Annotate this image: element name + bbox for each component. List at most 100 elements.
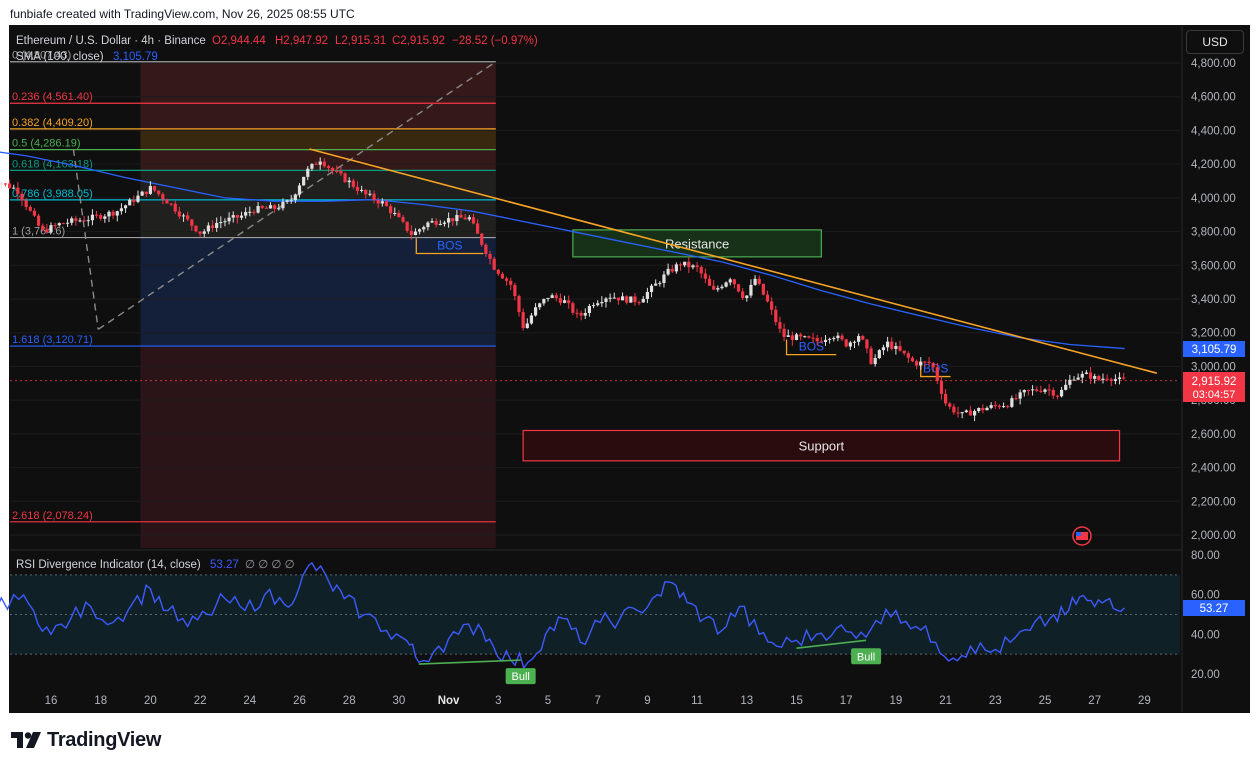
- candle-down: [343, 173, 347, 183]
- candle-down: [861, 336, 865, 340]
- candle-down: [1088, 372, 1093, 379]
- candle-down: [782, 328, 786, 337]
- candle-up: [430, 221, 434, 223]
- candle-up: [413, 231, 418, 236]
- candle-down: [997, 405, 1002, 408]
- candle-up: [960, 412, 964, 414]
- candle-down: [981, 407, 985, 411]
- candle-down: [41, 225, 45, 230]
- candle-up: [724, 282, 728, 287]
- time-tick-label: 11: [691, 695, 703, 707]
- candle-down: [401, 217, 405, 222]
- candle-up: [302, 176, 306, 186]
- time-tick-label: 20: [144, 695, 157, 707]
- candle-up: [65, 222, 70, 224]
- candle-down: [144, 191, 148, 194]
- candle-down: [513, 284, 517, 297]
- candle-up: [691, 265, 695, 268]
- candle-down: [111, 211, 115, 216]
- candle-up: [562, 300, 567, 303]
- candle-up: [583, 313, 587, 316]
- candle-up: [1101, 378, 1105, 380]
- fib-level-label: 1 (3,764.6): [12, 226, 65, 238]
- candle-down: [1051, 390, 1055, 396]
- candle-up: [857, 336, 861, 342]
- candle-down: [807, 336, 811, 338]
- last-price-badge: [1183, 372, 1245, 402]
- candle-down: [1006, 406, 1010, 408]
- candle-down: [1105, 378, 1109, 380]
- time-tick-label: Nov: [438, 695, 460, 707]
- price-tick-label: 4,400.00: [1191, 125, 1236, 137]
- candle-down: [567, 300, 571, 304]
- candle-down: [819, 341, 823, 343]
- candle-down: [840, 335, 844, 340]
- legend-sma-label: SMA (100, close): [16, 51, 104, 63]
- candle-up: [422, 227, 426, 230]
- candle-down: [3, 183, 8, 185]
- candle-up: [877, 350, 881, 359]
- candle-down: [765, 294, 770, 302]
- tradingview-logo[interactable]: TradingView: [11, 729, 161, 751]
- candles: [0, 157, 1126, 422]
- candle-up: [749, 284, 753, 296]
- candle-up: [148, 186, 152, 194]
- attribution-text: funbiafe created with TradingView.com, N…: [10, 7, 355, 21]
- candle-down: [165, 199, 169, 204]
- candle-up: [1080, 373, 1084, 378]
- fib-level-label: 0.236 (4,561.40): [12, 91, 93, 103]
- candle-down: [177, 211, 181, 217]
- candle-up: [1072, 379, 1076, 381]
- fib-level-label: 0.382 (4,409.20): [12, 117, 93, 129]
- candle-up: [90, 214, 95, 221]
- candle-down: [931, 363, 935, 368]
- candle-down: [944, 393, 948, 404]
- bos-line: [415, 238, 484, 255]
- candle-up: [202, 231, 206, 234]
- fib-anchor-line: [72, 148, 99, 330]
- candle-down: [384, 201, 389, 207]
- candle-down: [397, 213, 401, 218]
- candle-down: [633, 296, 637, 303]
- currency-button[interactable]: USD: [1186, 30, 1244, 54]
- price-tick-label: 3,400.00: [1191, 294, 1236, 306]
- candle-down: [459, 215, 463, 218]
- candle-down: [902, 350, 906, 354]
- legend-close: C2,915.92: [392, 35, 445, 47]
- candle-up: [641, 298, 645, 303]
- rsi-tick-label: 20.00: [1191, 669, 1220, 681]
- candle-up: [1113, 379, 1118, 381]
- countdown-badge-text: 03:04:57: [1193, 389, 1236, 401]
- candle-down: [1097, 376, 1101, 380]
- candle-up: [620, 296, 625, 301]
- candle-down: [32, 210, 37, 216]
- candle-up: [1022, 390, 1026, 393]
- candle-up: [1001, 406, 1006, 408]
- legend-sma-value: 3,105.79: [113, 51, 158, 63]
- flag-icon[interactable]: [1072, 526, 1092, 546]
- candle-down: [169, 203, 173, 205]
- descending-trendline: [309, 148, 1158, 374]
- rsi-pane: Bull Bull: [0, 561, 1180, 685]
- candle-down: [927, 361, 931, 364]
- candle-up: [1084, 372, 1089, 374]
- candle-down: [869, 348, 873, 365]
- candle-down: [865, 339, 869, 349]
- tradingview-logo-icon: [11, 732, 41, 748]
- fib-level-label: 0 (4,807.43): [12, 50, 71, 62]
- candle-down: [811, 337, 815, 339]
- candle-up: [12, 187, 16, 189]
- candle-up: [244, 212, 248, 216]
- candle-up: [310, 163, 314, 169]
- candle-down: [687, 261, 691, 268]
- candle-down: [1047, 389, 1051, 391]
- time-tick-label: 7: [594, 695, 600, 707]
- fib-level-label: 0.5 (4,286.19): [12, 138, 81, 150]
- candle-down: [923, 361, 927, 363]
- last-price-badge-text: 2,915.92: [1192, 376, 1237, 388]
- candle-up: [720, 286, 724, 289]
- candle-up: [0, 183, 3, 185]
- candle-down: [790, 335, 794, 340]
- candle-up: [538, 303, 542, 308]
